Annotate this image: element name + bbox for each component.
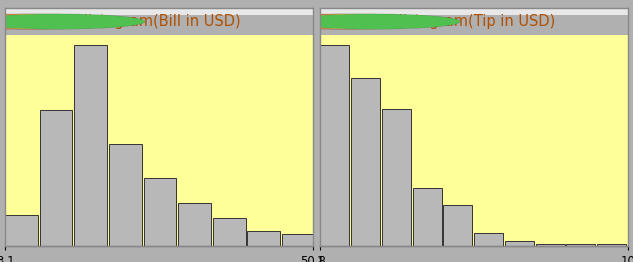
Bar — [597, 243, 626, 246]
Bar — [413, 188, 442, 246]
Bar — [567, 243, 596, 246]
Bar — [443, 205, 472, 246]
Text: Histogram(Bill in USD): Histogram(Bill in USD) — [77, 14, 241, 29]
Bar — [5, 8, 313, 15]
Bar — [179, 203, 211, 246]
Bar — [40, 110, 72, 246]
Circle shape — [251, 14, 423, 29]
Bar — [382, 109, 411, 246]
Bar — [248, 231, 280, 246]
Bar — [144, 178, 177, 246]
Circle shape — [288, 14, 460, 29]
Bar — [505, 241, 534, 246]
Bar — [320, 45, 349, 246]
Bar — [109, 144, 142, 246]
Bar — [351, 78, 380, 246]
Circle shape — [270, 14, 442, 29]
Circle shape — [0, 14, 108, 29]
Bar — [74, 45, 107, 246]
Bar — [5, 215, 38, 246]
Text: Histogram(Tip in USD): Histogram(Tip in USD) — [392, 14, 556, 29]
Bar — [320, 8, 628, 15]
Bar — [282, 234, 315, 246]
Circle shape — [0, 14, 127, 29]
Bar — [474, 232, 503, 246]
Bar — [213, 219, 246, 246]
Circle shape — [0, 14, 145, 29]
Bar — [536, 243, 565, 246]
